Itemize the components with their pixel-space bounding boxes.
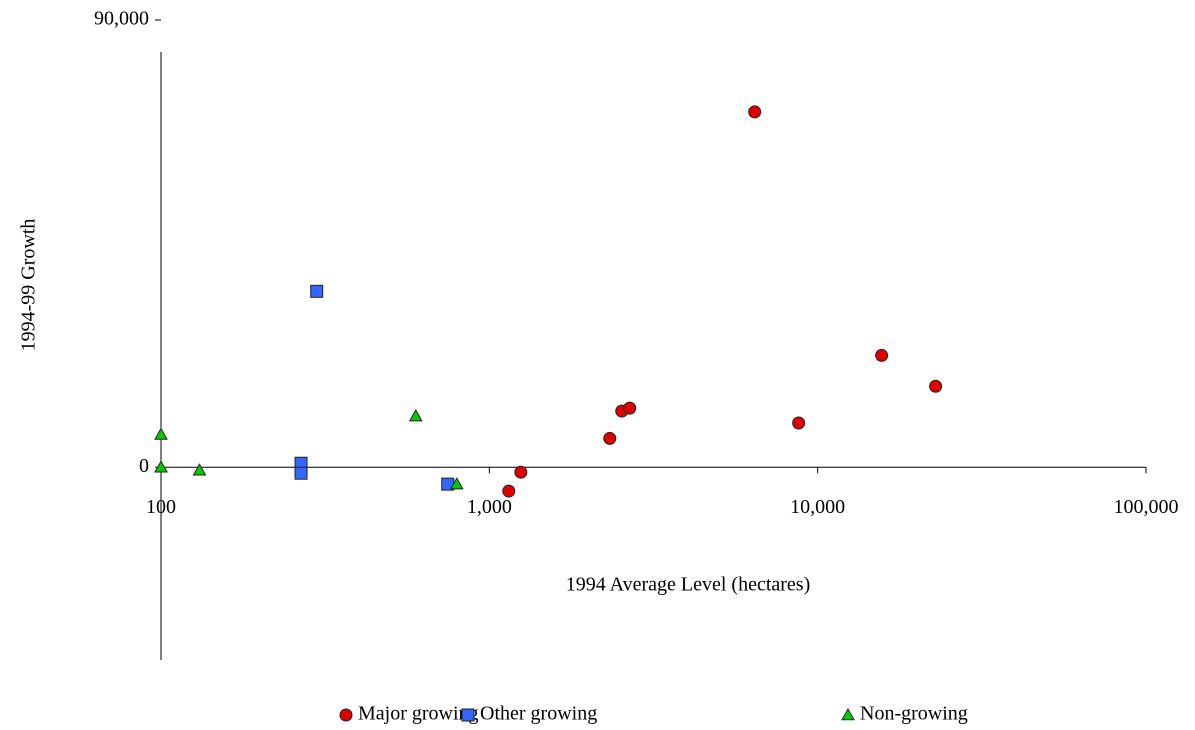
legend-marker: [841, 707, 855, 721]
point: [310, 284, 324, 298]
point: [449, 477, 464, 490]
x-tick-label: 1,000: [467, 496, 512, 518]
y-tick-label: 90,000: [94, 8, 149, 30]
point: [294, 466, 308, 480]
legend-label: Other growing: [480, 703, 597, 725]
point: [502, 484, 516, 498]
point: [603, 431, 617, 445]
point: [154, 460, 168, 473]
x-tick-label: 100,000: [1114, 496, 1179, 518]
point: [792, 416, 806, 430]
y-axis-title: 1994-99 Growth: [18, 219, 40, 352]
x-tick-label: 100: [146, 496, 176, 518]
point: [623, 401, 637, 415]
legend-marker: [339, 708, 353, 722]
legend-label: Major growing: [358, 703, 479, 725]
legend-label: Non-growing: [860, 703, 968, 725]
point: [154, 427, 168, 440]
x-tick-label: 10,000: [790, 496, 845, 518]
y-tick-label: 0: [139, 455, 149, 477]
point: [929, 379, 943, 393]
point: [192, 463, 207, 476]
x-axis-title: 1994 Average Level (hectares): [566, 574, 811, 596]
point: [875, 348, 889, 362]
point: [408, 409, 423, 422]
point: [514, 465, 528, 479]
legend-marker: [461, 708, 475, 722]
point: [748, 105, 762, 119]
